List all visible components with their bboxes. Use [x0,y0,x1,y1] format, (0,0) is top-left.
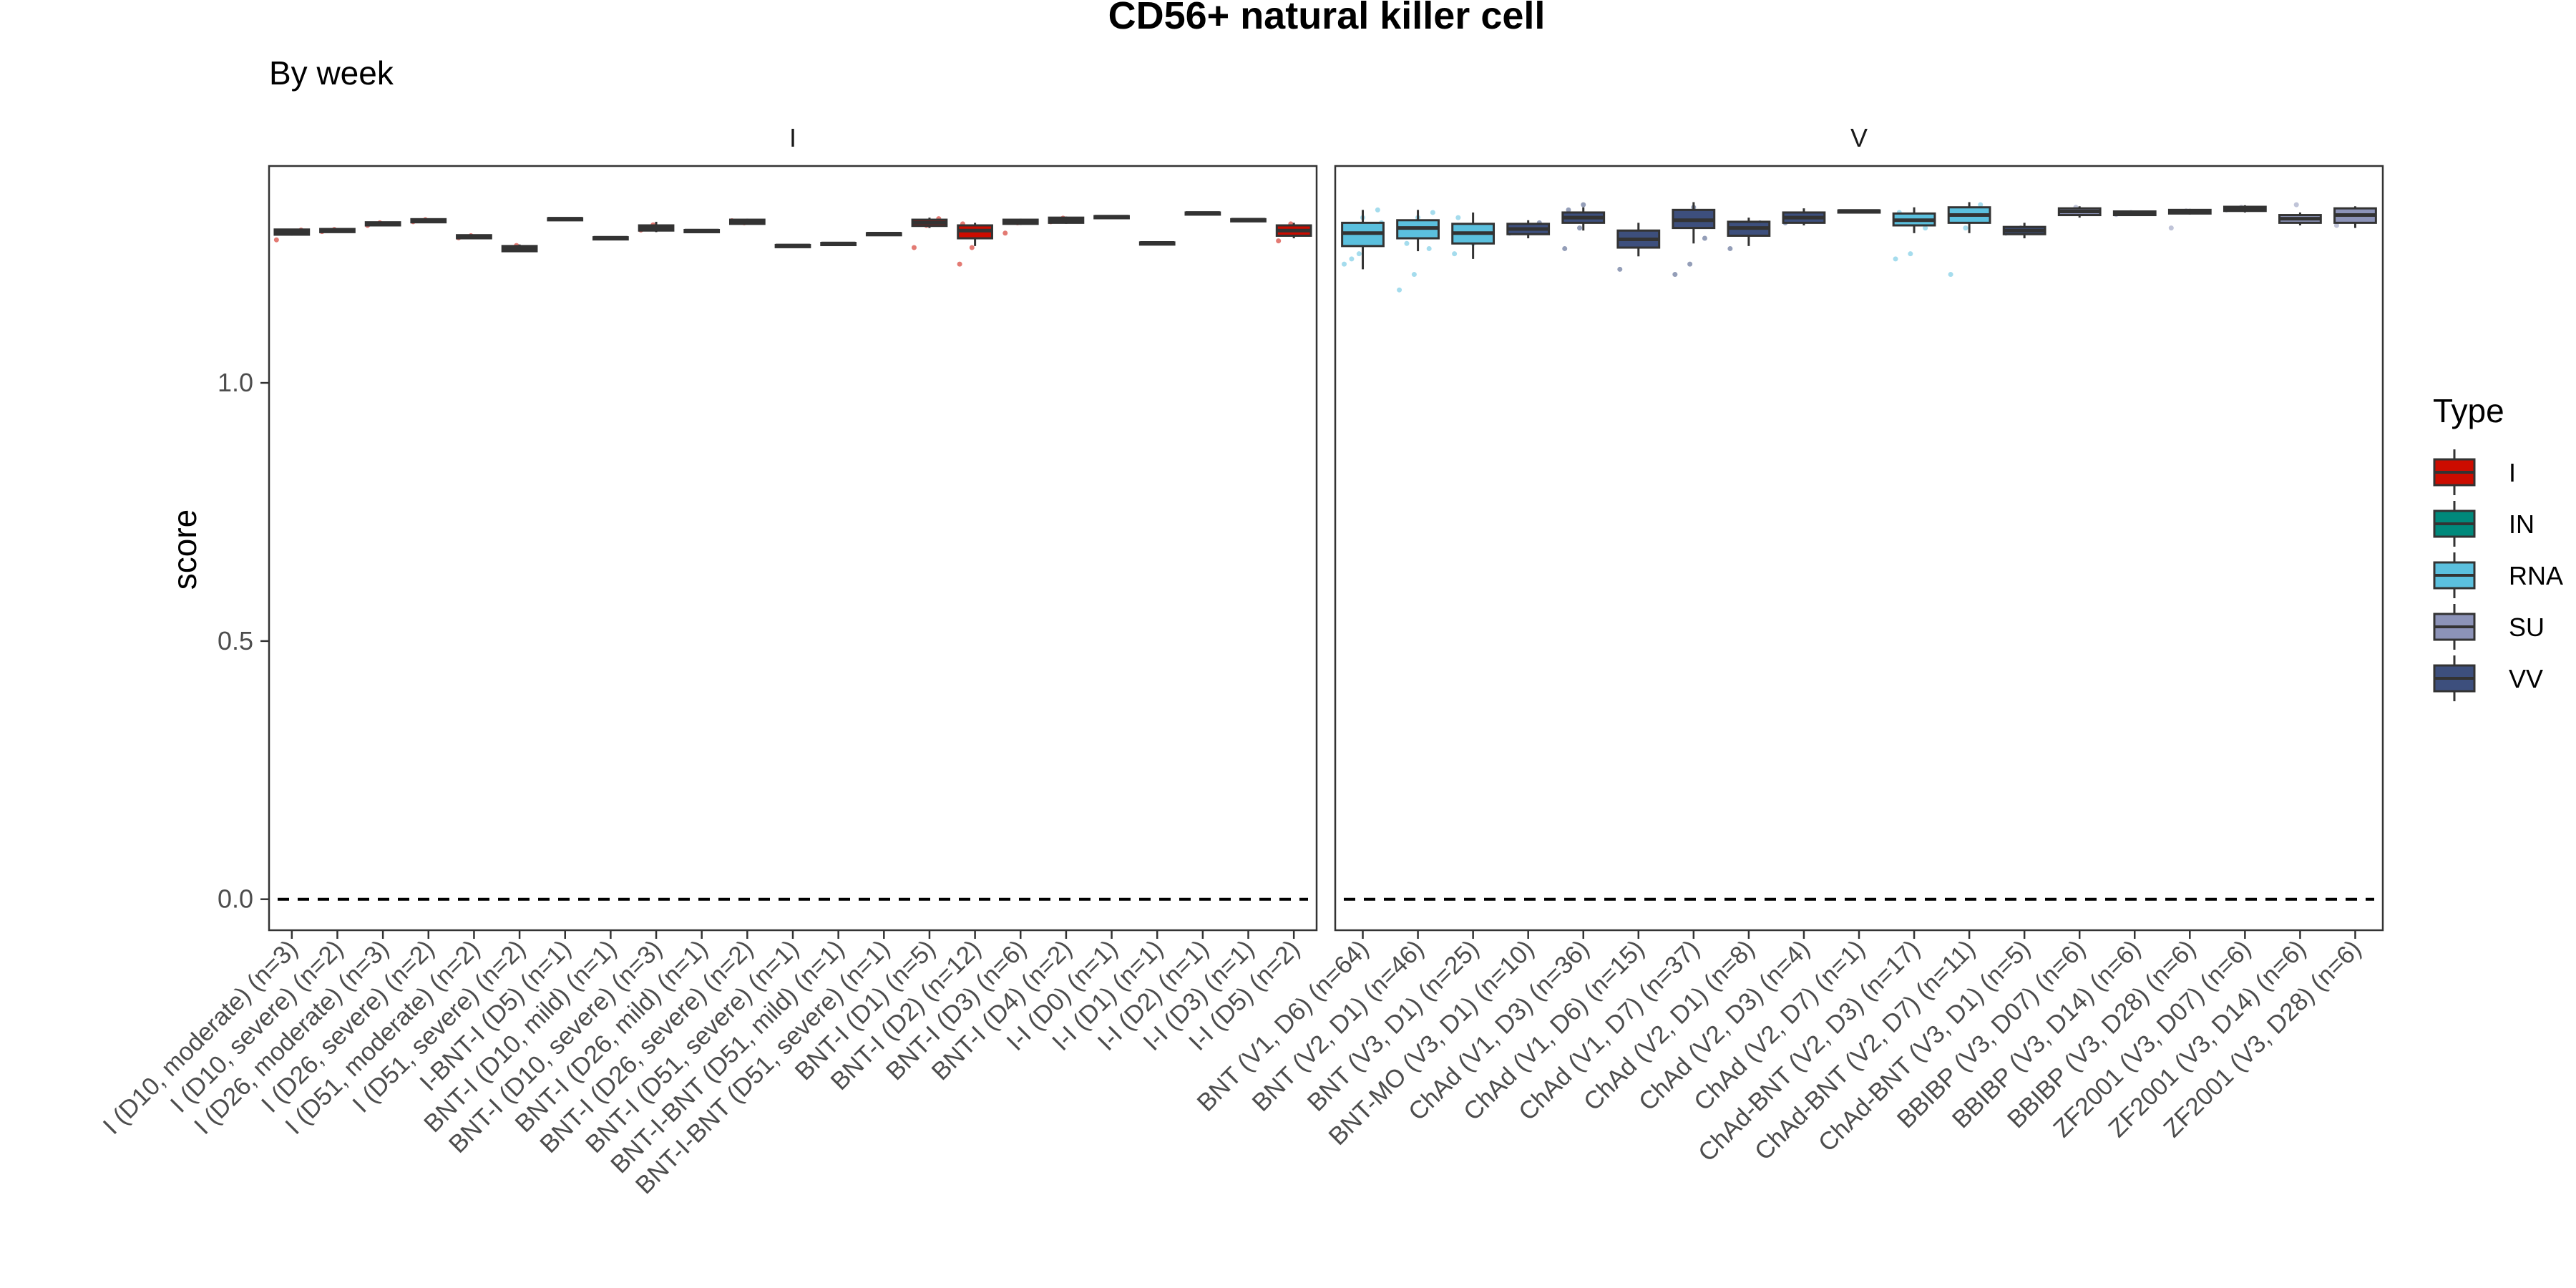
data-point [1978,202,1984,208]
legend-item-I: I [2433,449,2516,495]
panels: 0.0 0.5 1.0II (D10, moderate) (n=3)I (D10,… [98,123,2384,1199]
data-point [1430,210,1435,215]
legend-label: I [2509,458,2516,487]
y-axis: 0.0 0.5 1.0 [218,368,269,914]
legend-item-RNA: RNA [2433,552,2563,598]
data-point [1702,235,1707,241]
legend-label: RNA [2509,561,2563,590]
data-point [1566,207,1571,213]
data-point [1672,272,1678,278]
panel-strip-label: I [789,123,796,152]
legend-label: IN [2509,509,2534,539]
data-point [1375,207,1380,213]
data-point [1411,272,1417,278]
data-point [1948,272,1953,278]
legend-label: SU [2509,613,2545,642]
data-point [1002,230,1008,236]
data-point [1397,287,1402,293]
data-point [2168,225,2174,231]
data-point [1276,238,1282,244]
data-point [1426,245,1432,251]
data-point [1893,256,1898,262]
data-point [273,237,279,243]
data-point [1581,202,1586,208]
panel-strip-label: V [1850,123,1868,152]
legend-item-IN: IN [2433,501,2534,547]
data-point [1577,225,1583,231]
data-point [1455,215,1461,220]
y-tick-label: 0.0 [218,884,253,914]
legend-item-SU: SU [2433,604,2545,650]
panel-border [1334,165,2384,932]
data-point [1687,261,1693,267]
data-point [1923,225,1928,231]
data-point [969,245,975,250]
data-point [1727,245,1733,251]
data-point [1342,261,1347,267]
data-point [1617,266,1623,272]
data-point [1452,251,1458,257]
chart-subtitle: By week [269,54,394,92]
data-point [957,261,962,267]
y-tick-label: 0.5 [218,626,253,655]
legend-title: Type [2433,392,2504,429]
panel-I: II (D10, moderate) (n=3)I (D10, severe) … [98,123,1318,1199]
legend-label: VV [2509,664,2543,693]
panel-border [268,165,1318,932]
y-axis-label: score [166,509,203,590]
data-point [1349,256,1355,262]
data-point [2293,202,2299,208]
data-point [2333,223,2339,228]
data-point [1562,245,1568,251]
data-point [1404,240,1410,246]
data-point [911,245,917,250]
chart-title: CD56+ natural killer cell [1108,0,1546,37]
data-point [1963,225,1968,231]
legend-item-VV: VV [2433,655,2543,701]
y-tick-label: 1.0 [218,368,253,397]
data-point [1908,251,1913,257]
data-point [1356,251,1362,257]
